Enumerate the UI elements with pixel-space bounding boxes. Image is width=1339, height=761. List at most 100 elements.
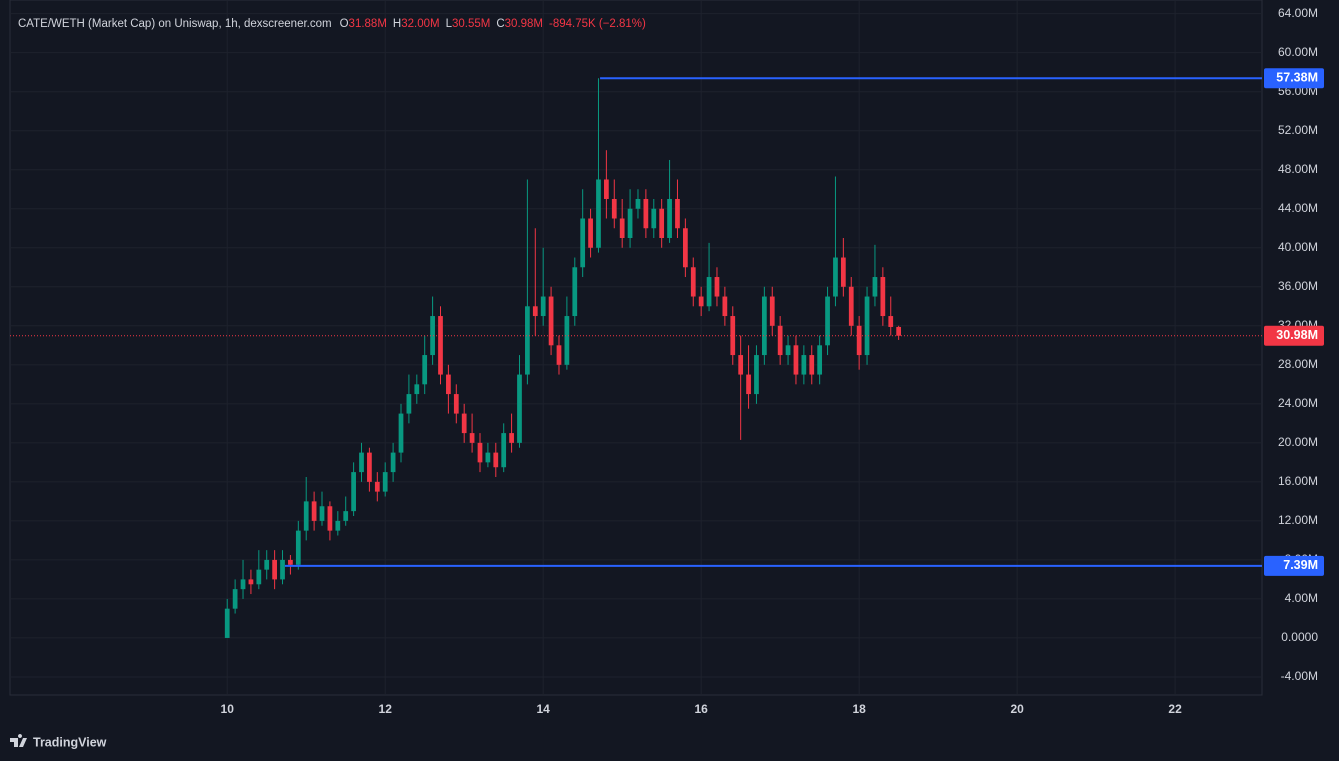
candle-body: [801, 355, 807, 375]
candle-body: [596, 179, 601, 248]
candle-body: [817, 345, 823, 375]
candle-body: [540, 296, 546, 317]
header-text: 30.55M: [452, 18, 490, 30]
candle-body: [256, 569, 262, 585]
candle-body: [793, 345, 799, 375]
candle-body: [477, 442, 483, 463]
candle-body: [382, 472, 388, 492]
y-tick-label: 28.00M: [1278, 357, 1318, 371]
candle-body: [856, 325, 862, 356]
candle-body: [438, 316, 443, 375]
candle-body: [303, 501, 309, 531]
candle-body: [335, 520, 341, 531]
candle-body: [485, 452, 491, 463]
candle-body: [319, 506, 325, 521]
y-tick-label: 60.00M: [1278, 45, 1318, 59]
header-text: H: [393, 18, 401, 30]
header-text: 30.98M: [505, 18, 543, 30]
y-tick-label: -4.00M: [1281, 669, 1318, 683]
y-tick-label: 52.00M: [1278, 123, 1318, 137]
x-tick-label: 10: [221, 702, 235, 716]
candle-body: [651, 208, 657, 229]
y-tick-label: 44.00M: [1278, 201, 1318, 215]
candle-body: [682, 228, 688, 268]
candle-body: [430, 316, 435, 356]
candle-body: [280, 559, 285, 580]
y-tick-label: 24.00M: [1278, 396, 1318, 410]
x-tick-label: 16: [694, 702, 708, 716]
candle-body: [351, 472, 356, 512]
candle-body: [809, 355, 815, 375]
candle-body: [690, 267, 696, 297]
candle-body: [840, 257, 846, 287]
candle-body: [469, 433, 475, 443]
header-text: C: [496, 18, 504, 30]
candle-body: [390, 452, 396, 473]
candle-body: [232, 589, 238, 609]
candle-body: [888, 316, 894, 327]
candle-body: [880, 277, 886, 317]
candle-body: [406, 394, 412, 414]
candle-body: [493, 452, 499, 468]
price-label-box: [1264, 555, 1324, 576]
candle-body: [643, 198, 649, 229]
candle-body: [446, 374, 451, 395]
candle-body: [398, 413, 404, 453]
candle-body: [422, 355, 428, 385]
x-tick-label: 18: [852, 702, 866, 716]
candle-body: [374, 481, 380, 492]
candle-body: [825, 296, 830, 346]
candle-body: [738, 355, 744, 375]
candle-body: [698, 296, 704, 307]
candle-body: [548, 296, 554, 346]
candle-body: [730, 316, 736, 356]
header-text: CATE/WETH (Market Cap) on Uniswap, 1h, d…: [18, 18, 332, 30]
y-tick-label: 16.00M: [1278, 474, 1318, 488]
candle-body: [706, 277, 712, 307]
candle-body: [453, 394, 459, 414]
candle-body: [627, 208, 633, 239]
candle-body: [367, 452, 372, 482]
y-tick-label: 4.00M: [1285, 591, 1318, 605]
grid: -4.00M0.00004.00M8.00M12.00M16.00M20.00M…: [10, 0, 1318, 716]
price-label: 57.38M: [1276, 71, 1318, 85]
y-tick-label: 0.0000: [1281, 630, 1318, 644]
y-tick-label: 12.00M: [1278, 513, 1318, 527]
candle-body: [264, 559, 270, 570]
candle-body: [359, 452, 364, 473]
candle-body: [461, 413, 467, 434]
price-label: 7.39M: [1283, 558, 1318, 572]
candle-body: [224, 608, 230, 638]
y-tick-label: 48.00M: [1278, 162, 1318, 176]
candle-body: [509, 433, 514, 443]
candle-body: [864, 296, 870, 356]
candle-body: [833, 257, 838, 297]
candle-body: [714, 277, 720, 297]
footer-brand: TradingView: [33, 735, 107, 749]
candle-body: [604, 179, 609, 199]
x-tick-label: 20: [1010, 702, 1024, 716]
plot-area: [9, 0, 1263, 696]
candle-body: [295, 530, 301, 565]
candle-body: [248, 579, 254, 585]
candle-body: [675, 198, 680, 229]
candle-body: [240, 579, 246, 590]
header-text: -894.75K (−2.81%): [549, 18, 646, 30]
y-tick-label: 36.00M: [1278, 279, 1318, 293]
candle-body: [501, 433, 507, 468]
candle-body: [619, 218, 625, 239]
chart-header: CATE/WETH (Market Cap) on Uniswap, 1h, d…: [18, 18, 646, 30]
candle-body: [588, 218, 593, 248]
candle-body: [272, 559, 277, 580]
price-label-box: [1264, 325, 1324, 346]
candle-body: [785, 345, 791, 356]
tradingview-logo: [10, 734, 27, 747]
candles: [224, 78, 902, 638]
candle-body: [343, 511, 349, 521]
candle-body: [722, 296, 728, 317]
header-text: 31.88M: [349, 18, 387, 30]
candle-body: [667, 198, 672, 239]
candle-body: [327, 506, 333, 531]
